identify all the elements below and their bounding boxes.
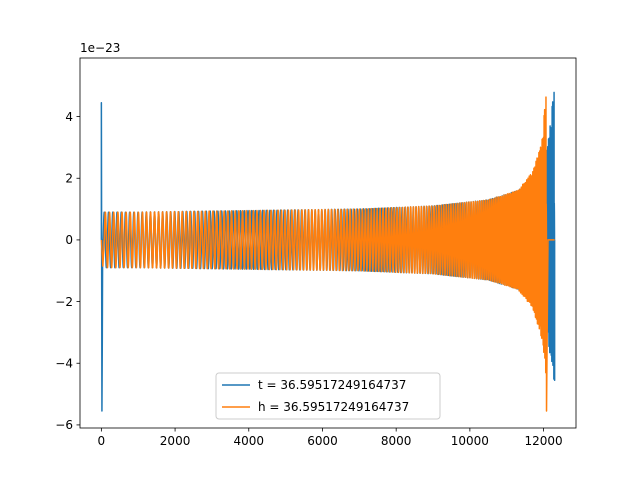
y-tick-label: −6: [55, 418, 73, 432]
legend: t = 36.59517249164737 h = 36.59517249164…: [215, 372, 441, 420]
legend-label-t: t = 36.59517249164737: [258, 378, 406, 392]
x-tick-label: 6000: [307, 434, 338, 448]
series-layer: [100, 91, 556, 412]
y-tick-label: 0: [65, 233, 73, 247]
legend-box: [215, 372, 441, 420]
x-tick-label: 10000: [451, 434, 489, 448]
x-axis: 0 2000 4000 6000 8000 10000 12000: [98, 428, 563, 448]
y-offset-text: 1e−23: [80, 41, 120, 55]
y-tick-label: −4: [55, 357, 73, 371]
x-tick-label: 0: [98, 434, 106, 448]
x-tick-label: 4000: [233, 434, 264, 448]
x-tick-label: 12000: [524, 434, 562, 448]
y-tick-label: −2: [55, 295, 73, 309]
x-tick-label: 2000: [160, 434, 191, 448]
legend-label-h: h = 36.59517249164737: [258, 400, 409, 414]
y-tick-label: 2: [65, 172, 73, 186]
x-tick-label: 8000: [381, 434, 412, 448]
axes-frame: [79, 57, 577, 429]
series-line-h: [100, 96, 555, 412]
y-tick-label: 4: [65, 110, 73, 124]
y-axis: −6 −4 −2 0 2 4: [55, 110, 80, 432]
